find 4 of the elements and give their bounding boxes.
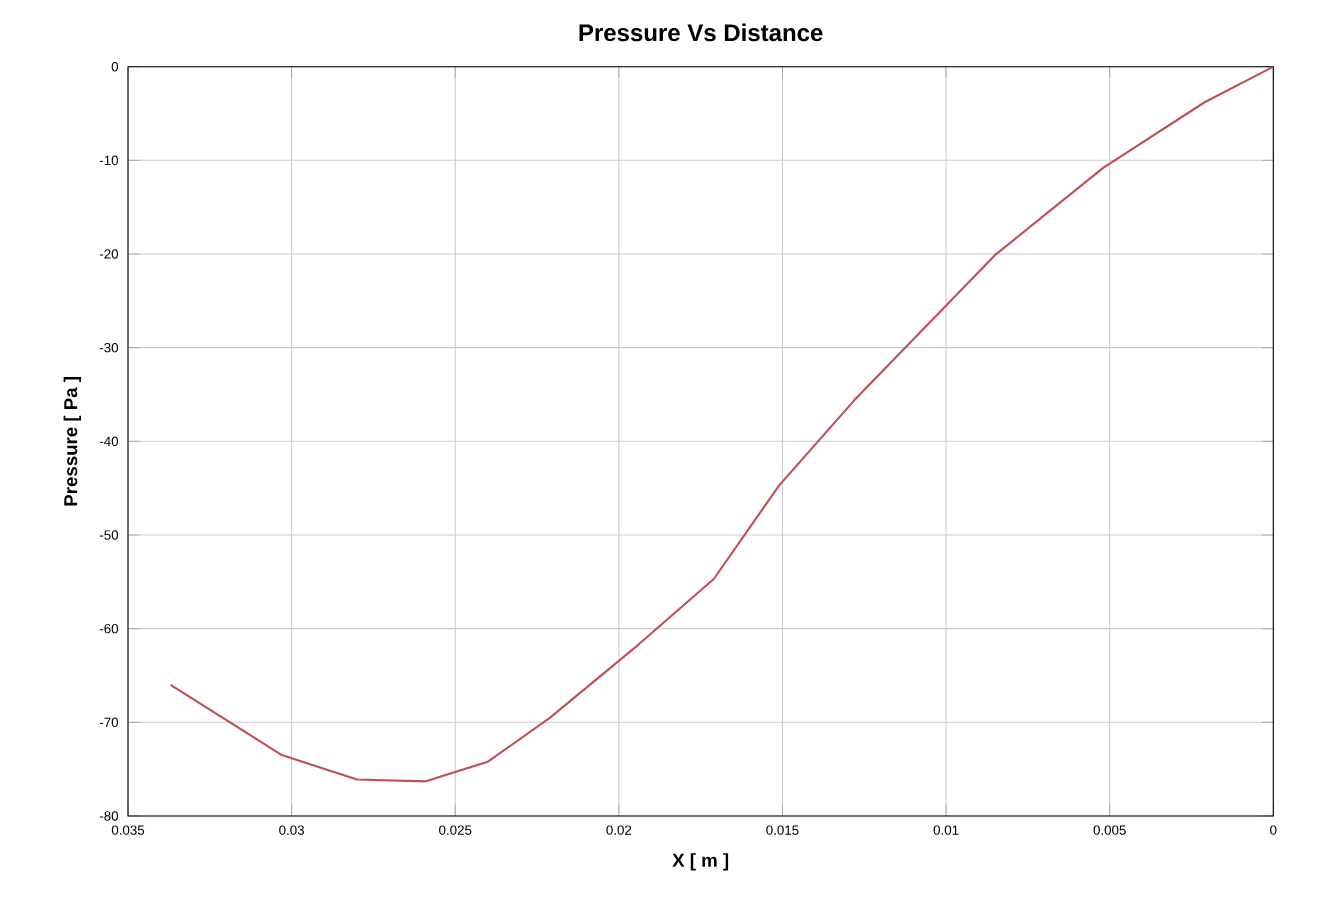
x-axis-title: X [ m ]: [672, 853, 729, 871]
line-series: [169, 66, 1274, 783]
y-axis-title: Pressure [ Pa ]: [63, 377, 82, 506]
chart-title: Pressure Vs Distance: [579, 23, 823, 42]
